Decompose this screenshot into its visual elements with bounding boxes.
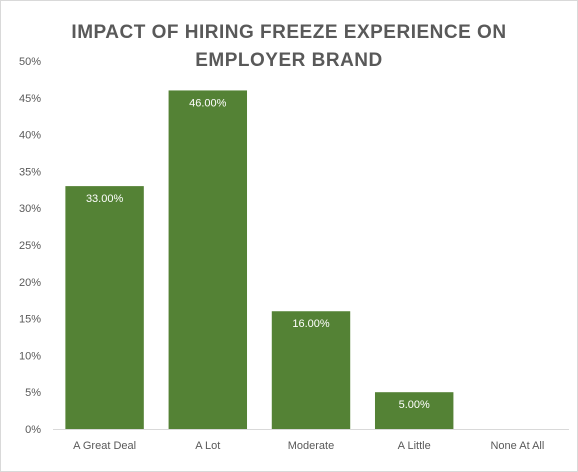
bar	[168, 90, 248, 429]
bar	[271, 311, 351, 429]
data-label: 33.00%	[86, 193, 124, 205]
y-tick-label: 5%	[25, 387, 41, 399]
x-category-label: Moderate	[288, 440, 334, 452]
data-label: 46.00%	[189, 97, 227, 109]
y-tick-label: 50%	[19, 56, 41, 68]
y-tick-label: 25%	[19, 240, 41, 252]
x-category-label: A Lot	[195, 440, 220, 452]
y-tick-label: 45%	[19, 93, 41, 105]
x-category-label: A Little	[398, 440, 431, 452]
y-tick-label: 10%	[19, 350, 41, 362]
x-category-label: A Great Deal	[73, 440, 136, 452]
y-tick-label: 30%	[19, 203, 41, 215]
y-tick-label: 35%	[19, 166, 41, 178]
y-tick-label: 0%	[25, 424, 41, 436]
y-tick-label: 20%	[19, 277, 41, 289]
bar	[65, 186, 144, 429]
chart-title-line-2: EMPLOYER BRAND	[195, 50, 383, 71]
x-category-label: None At All	[490, 440, 544, 452]
y-tick-label: 40%	[19, 130, 41, 142]
chart-title: IMPACT OF HIRING FREEZE EXPERIENCE ON EM…	[1, 19, 577, 75]
y-tick-label: 15%	[19, 314, 41, 326]
bar	[374, 392, 454, 429]
data-label: 5.00%	[399, 399, 430, 411]
data-label: 16.00%	[292, 318, 330, 330]
chart-title-line-1: IMPACT OF HIRING FREEZE EXPERIENCE ON	[71, 22, 507, 43]
